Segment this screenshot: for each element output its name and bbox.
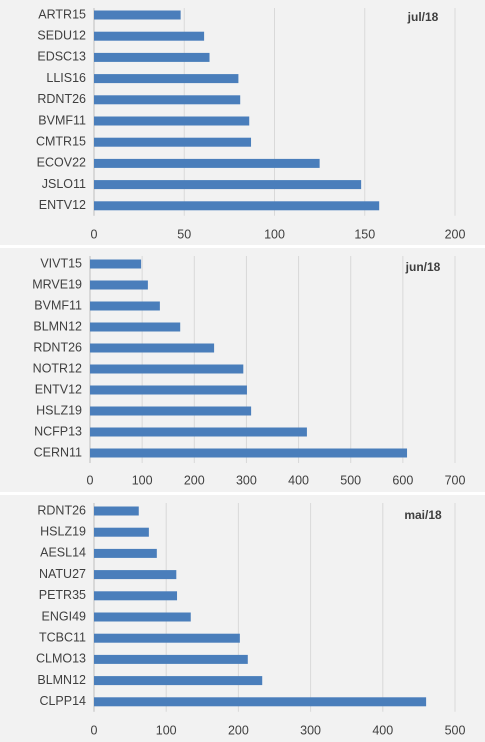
bar: [90, 343, 215, 353]
y-tick-label: VIVT15: [40, 256, 82, 270]
x-tick-label: 300: [236, 473, 257, 487]
bar: [94, 158, 320, 168]
x-tick-label: 0: [91, 227, 98, 241]
bar: [94, 201, 380, 211]
x-tick-label: 200: [445, 227, 466, 241]
y-tick-label: HSLZ19: [36, 403, 82, 417]
bar: [90, 364, 244, 374]
y-tick-label: BLMN12: [33, 319, 82, 333]
y-tick-label: CERN11: [34, 445, 82, 459]
y-tick-label: PETR35: [39, 588, 86, 602]
x-tick-label: 50: [177, 227, 191, 241]
y-tick-label: ENTV12: [35, 382, 82, 396]
bar: [90, 322, 181, 332]
y-tick-label: NOTR12: [33, 361, 82, 375]
x-tick-label: 200: [228, 723, 249, 737]
bar: [94, 527, 149, 537]
x-tick-label: 400: [372, 723, 393, 737]
x-tick-label: 100: [132, 473, 153, 487]
bar: [94, 52, 210, 62]
y-tick-label: TCBC11: [39, 630, 86, 644]
y-tick-label: HSLZ19: [40, 524, 86, 538]
bar: [90, 301, 160, 311]
y-tick-label: CLPP14: [39, 694, 86, 708]
y-tick-label: MRVE19: [32, 277, 82, 291]
y-tick-label: ARTR15: [38, 7, 86, 21]
y-tick-label: EDSC13: [37, 50, 86, 64]
bar: [94, 676, 263, 686]
bar: [90, 259, 142, 269]
chart-title: jul/18: [407, 10, 439, 24]
bar: [94, 654, 248, 664]
bar: [90, 280, 148, 290]
bar: [90, 406, 252, 416]
bar: [90, 427, 307, 437]
bar: [94, 697, 427, 707]
bar: [94, 570, 177, 580]
y-tick-label: BVMF11: [38, 113, 86, 127]
y-tick-label: NATU27: [39, 567, 86, 581]
chart-title: jun/18: [405, 260, 441, 274]
x-tick-label: 400: [288, 473, 309, 487]
y-tick-label: LLIS16: [46, 71, 86, 85]
bar: [94, 10, 181, 20]
y-tick-label: JSLO11: [42, 177, 86, 191]
bar: [94, 612, 191, 622]
y-tick-label: NCFP13: [34, 424, 82, 438]
y-tick-label: RDNT26: [33, 340, 82, 354]
chart-title: mai/18: [404, 508, 442, 522]
y-tick-label: RDNT26: [37, 503, 86, 517]
bar: [90, 385, 247, 395]
y-tick-label: ECOV22: [37, 156, 86, 170]
bar: [94, 116, 250, 126]
bar: [94, 31, 205, 41]
y-tick-label: SEDU12: [37, 28, 86, 42]
x-tick-label: 0: [87, 473, 94, 487]
x-tick-label: 200: [184, 473, 205, 487]
y-tick-label: CLMO13: [36, 652, 86, 666]
bar: [94, 180, 362, 190]
x-tick-label: 100: [156, 723, 177, 737]
y-tick-label: CMTR15: [36, 134, 86, 148]
bar: [90, 448, 408, 458]
bar: [94, 95, 241, 105]
x-tick-label: 500: [340, 473, 361, 487]
x-tick-label: 0: [91, 723, 98, 737]
y-tick-label: AESL14: [40, 546, 86, 560]
x-tick-label: 100: [264, 227, 285, 241]
x-tick-label: 700: [445, 473, 466, 487]
x-tick-label: 300: [300, 723, 321, 737]
y-tick-label: RDNT26: [37, 92, 86, 106]
y-tick-label: BVMF11: [34, 298, 82, 312]
bar: [94, 74, 239, 84]
bar: [94, 548, 157, 558]
bar: [94, 137, 252, 147]
bar: [94, 633, 240, 643]
bar: [94, 591, 178, 601]
bar: [94, 506, 139, 516]
y-tick-label: ENTV12: [39, 198, 86, 212]
y-tick-label: BLMN12: [37, 673, 86, 687]
y-tick-label: ENGI49: [42, 609, 87, 623]
x-tick-label: 600: [392, 473, 413, 487]
x-tick-label: 500: [445, 723, 466, 737]
x-tick-label: 150: [354, 227, 375, 241]
